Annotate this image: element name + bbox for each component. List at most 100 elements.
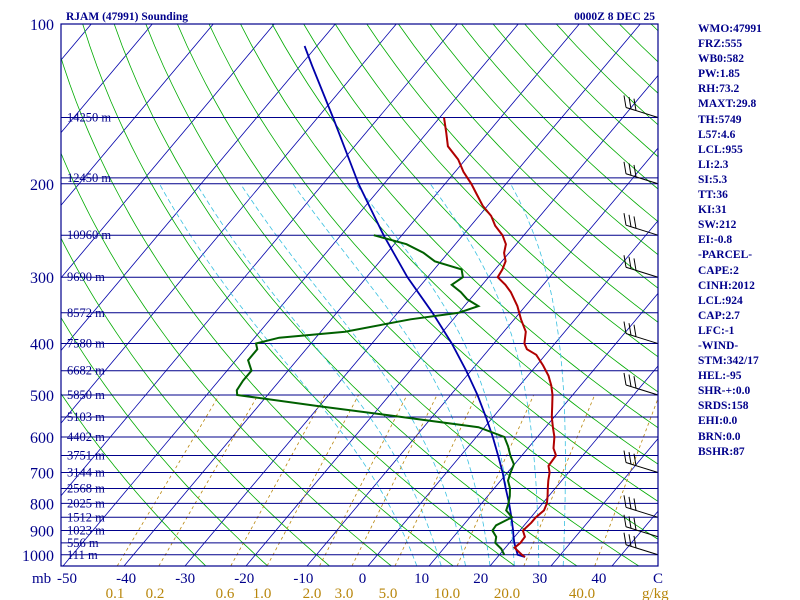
- wind-barb: [623, 213, 659, 236]
- wind-barb-staff: [625, 224, 659, 236]
- wind-barb-staff: [625, 333, 659, 345]
- height-label: 5850 m: [67, 388, 105, 402]
- sounding-index: KI:31: [698, 204, 727, 217]
- temperature-tick-label: -10: [293, 571, 313, 587]
- height-label: 6682 m: [67, 364, 105, 378]
- dry-adiabat-line: [61, 56, 454, 566]
- wind-barb-feather: [628, 163, 632, 176]
- isotherm-line: [61, 24, 275, 279]
- pressure-tick-label: 900: [30, 523, 54, 540]
- valid-time: 0000Z 8 DEC 25: [574, 11, 655, 23]
- isotherm-line: [489, 365, 658, 566]
- sounding-index: BSHR:87: [698, 445, 745, 458]
- sounding-index: EHI:0.0: [698, 415, 738, 428]
- temperature-tick-label: 20: [473, 571, 488, 587]
- sounding-indices-panel: WMO:47991 FRZ:555 WB0:582 PW:1.85 RH:73.2 MAX…: [698, 22, 798, 460]
- dry-adiabat-line: [61, 152, 392, 566]
- mixing-ratio-tick-label: 5.0: [379, 586, 398, 600]
- temperature-tick-label: 40: [591, 571, 606, 587]
- sounding-index: MAXT:29.8: [698, 98, 757, 111]
- height-label: 7580 m: [67, 337, 105, 351]
- height-label: 556 m: [67, 536, 99, 550]
- mixing-ratio-tick-label: 0.6: [216, 586, 235, 600]
- plot-frame: [60, 23, 659, 567]
- wind-barb-feather: [623, 255, 627, 268]
- wind-barb: [623, 514, 659, 538]
- isotherm-line: [123, 24, 580, 566]
- isotherm-line: [61, 24, 336, 352]
- sounding-index: HEL:-95: [698, 370, 742, 383]
- sounding-index: -WIND-: [698, 339, 739, 352]
- mixing-ratio-unit-label: g/kg: [642, 586, 669, 600]
- isobar-layer: [61, 23, 658, 556]
- wind-barb-feather: [623, 95, 627, 108]
- sounding-index: WMO:47991: [698, 23, 762, 35]
- isotherm-line: [428, 292, 658, 566]
- wind-barb-feather: [628, 534, 632, 547]
- pressure-tick-label: 500: [30, 388, 54, 405]
- wind-barb-feather: [633, 164, 637, 178]
- chart-title: RJAM (47991) Sounding: [66, 11, 188, 23]
- pressure-tick-label: 400: [30, 337, 54, 354]
- isotherm-line: [61, 24, 153, 134]
- wind-barb-staff: [625, 544, 659, 556]
- wind-barb-feather: [623, 495, 627, 508]
- dry-adiabat-line: [303, 24, 658, 393]
- grid-layer: [61, 24, 658, 566]
- dry-adiabat-line: [113, 24, 578, 566]
- wind-barb-feather: [623, 372, 627, 386]
- dry-adiabat-line: [271, 24, 658, 429]
- wind-barb-feather: [633, 98, 637, 111]
- wind-barb-staff: [625, 462, 659, 474]
- height-label: 10960 m: [67, 228, 111, 242]
- wind-barb-feather: [628, 323, 632, 336]
- sounding-index: FRZ:555: [698, 38, 743, 51]
- height-label: 2568 m: [67, 481, 105, 495]
- moist-adiabat-line: [429, 183, 540, 566]
- dry-adiabat-line: [61, 316, 268, 566]
- wind-barb: [623, 161, 659, 185]
- temperature-trace: [443, 117, 558, 558]
- sounding-index: LCL:924: [698, 294, 743, 307]
- sounding-index: LI:2.3: [698, 158, 729, 171]
- dry-adiabat-line: [398, 24, 658, 289]
- wind-barb-feather: [623, 532, 627, 545]
- wind-barb-staff: [625, 526, 659, 538]
- dry-adiabat-line: [82, 24, 516, 566]
- height-label: 2025 m: [67, 496, 105, 510]
- isotherm-line: [62, 24, 519, 566]
- sounding-index: BRN:0.0: [698, 430, 741, 443]
- isotherm-line: [245, 74, 658, 566]
- pressure-tick-label: 200: [30, 177, 54, 194]
- mixing-ratio-tick-label: 0.2: [146, 586, 165, 600]
- temperature-tick-label: 30: [532, 571, 547, 587]
- wind-barb-feather: [633, 376, 637, 389]
- mixing-ratio-line: [351, 394, 438, 566]
- wind-barb-feather: [633, 216, 637, 229]
- mixing-ratio-tick-label: 40.0: [569, 586, 595, 600]
- dry-adiabat-line: [429, 24, 658, 256]
- height-label: 4402 m: [67, 430, 105, 444]
- sounding-index: LCL:955: [698, 143, 743, 156]
- sounding-index: SHR-+:0.0: [698, 385, 751, 398]
- wind-barb-feather: [628, 516, 632, 529]
- moist-adiabat-line: [159, 183, 418, 566]
- moist-adiabat-line: [196, 183, 442, 566]
- height-label: 3751 m: [67, 448, 105, 462]
- temperature-tick-label: -40: [116, 571, 136, 587]
- wind-barb-feather: [628, 96, 632, 110]
- wind-barb: [623, 372, 659, 396]
- moist-adiabat-line: [355, 183, 515, 566]
- wind-barb-feather: [633, 324, 637, 337]
- wind-barb-feather: [628, 256, 632, 269]
- mixing-ratio-line: [319, 394, 408, 566]
- temperature-tick-label: -30: [175, 571, 195, 587]
- height-label: 5103 m: [67, 410, 105, 424]
- wind-barb: [623, 321, 659, 345]
- sounding-index: SW:212: [698, 219, 737, 232]
- dry-adiabat-line: [334, 24, 658, 358]
- mixing-ratio-line: [266, 394, 359, 566]
